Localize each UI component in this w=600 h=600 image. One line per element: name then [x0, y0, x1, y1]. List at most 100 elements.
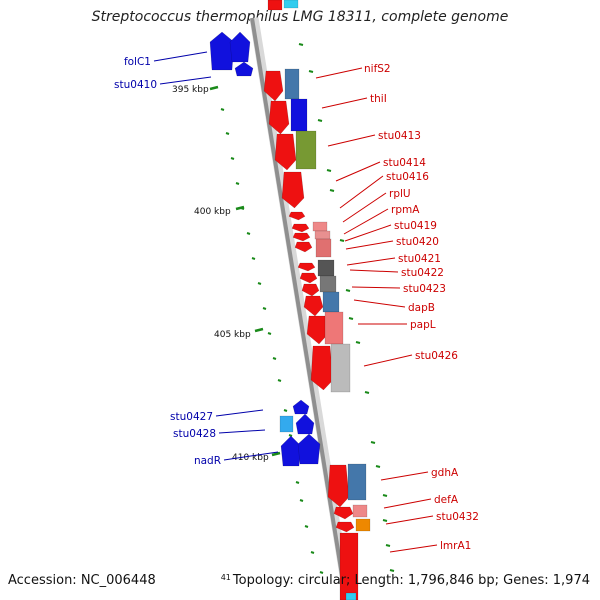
gene-feature[interactable] — [312, 221, 328, 232]
scale-tick-label: 395 kbp — [172, 85, 209, 95]
scale-ticks: 395 kbp 400 kbp 405 kbp 410 kbp — [172, 43, 395, 574]
gene-feature[interactable] — [352, 504, 368, 518]
gene-feature[interactable] — [310, 345, 334, 391]
scale-tick-label: 400 kbp — [194, 207, 231, 217]
gene-label-lmra1[interactable]: lmrA1 — [440, 540, 471, 552]
gene-feature[interactable] — [297, 262, 316, 272]
gene-feature[interactable] — [333, 506, 354, 520]
gene-feature[interactable] — [284, 68, 300, 100]
gene-label-defa[interactable]: defA — [434, 494, 459, 506]
gene-label-stu0423[interactable]: stu0423 — [403, 283, 446, 295]
minor-tick — [246, 232, 251, 235]
minor-tick — [329, 189, 335, 192]
gene-feature[interactable] — [229, 31, 251, 63]
gene-label-dapb[interactable]: dapB — [408, 302, 435, 314]
minor-tick — [348, 317, 354, 320]
gene-label-leader — [353, 299, 406, 308]
gene-label-stu0420[interactable]: stu0420 — [396, 236, 439, 248]
gene-label-gdha[interactable]: gdhA — [431, 467, 459, 479]
gene-label-stu0414[interactable]: stu0414 — [383, 157, 426, 169]
gene-feature[interactable] — [355, 518, 371, 532]
minor-tick — [317, 119, 323, 122]
gene-feature[interactable] — [303, 295, 324, 317]
gene-feature[interactable] — [281, 171, 305, 209]
gene-label-stu0427[interactable]: stu0427 — [170, 411, 213, 423]
gene-feature[interactable] — [274, 133, 297, 171]
gene-label-papl[interactable]: papL — [410, 319, 436, 331]
gene-label-leader — [344, 224, 392, 242]
gene-label-stu0422[interactable]: stu0422 — [401, 267, 444, 279]
gene-labels[interactable]: folC1 stu0410 nifS2 thiI stu0413 stu0414 stu04… — [114, 51, 479, 553]
gene-feature[interactable] — [306, 315, 329, 345]
minor-tick — [225, 132, 230, 135]
gene-features[interactable] — [209, 0, 371, 600]
minor-tick — [251, 257, 256, 260]
gene-feature[interactable] — [314, 230, 331, 240]
gene-label-stu0428[interactable]: stu0428 — [173, 428, 216, 440]
gene-feature[interactable] — [301, 283, 320, 297]
gene-feature[interactable] — [335, 521, 355, 533]
backbone — [249, 17, 353, 600]
gene-feature[interactable] — [297, 433, 321, 465]
gene-label-stu0421[interactable]: stu0421 — [398, 253, 441, 265]
gene-feature[interactable] — [299, 272, 318, 284]
gene-label-stu0416[interactable]: stu0416 — [386, 171, 429, 183]
gene-feature[interactable] — [315, 238, 332, 258]
minor-tick — [230, 157, 235, 160]
gene-feature[interactable] — [291, 223, 310, 233]
gene-label-nadr[interactable]: nadR — [194, 455, 221, 467]
gene-label-stu0419[interactable]: stu0419 — [394, 220, 437, 232]
minor-tick — [319, 571, 324, 574]
gene-feature[interactable] — [317, 259, 335, 277]
gene-label-leader — [321, 97, 368, 109]
gene-feature[interactable] — [267, 0, 283, 11]
gene-feature[interactable] — [347, 463, 367, 501]
gene-feature[interactable] — [345, 592, 357, 600]
gene-label-thii[interactable]: thiI — [370, 93, 387, 105]
gene-feature[interactable] — [263, 70, 284, 102]
gene-feature[interactable] — [280, 435, 302, 467]
minor-tick — [220, 108, 225, 111]
gene-feature[interactable] — [209, 31, 235, 71]
minor-tick — [304, 525, 309, 528]
gene-feature[interactable] — [290, 98, 308, 132]
gene-label-leader — [383, 498, 432, 509]
gene-feature[interactable] — [339, 532, 359, 600]
gene-label-stu0432[interactable]: stu0432 — [436, 511, 479, 523]
gene-feature[interactable] — [294, 241, 313, 253]
gene-feature[interactable] — [327, 464, 350, 508]
topology-text: 41 Topology: circular; Length: 1,796,846 … — [221, 573, 590, 588]
overlap-fragment: 41 — [220, 573, 231, 582]
gene-feature[interactable] — [292, 232, 311, 242]
gene-label-leader — [335, 161, 381, 182]
gene-feature[interactable] — [268, 100, 290, 135]
gene-feature[interactable] — [295, 413, 315, 435]
gene-label-folc1[interactable]: folC1 — [124, 56, 151, 68]
gene-feature[interactable] — [279, 415, 294, 433]
minor-tick — [370, 441, 376, 444]
gene-feature[interactable] — [292, 399, 310, 415]
gene-feature[interactable] — [288, 211, 306, 221]
minor-tick — [235, 182, 240, 185]
gene-feature[interactable] — [283, 0, 299, 9]
gene-label-nifs2[interactable]: nifS2 — [364, 63, 391, 75]
gene-label-stu0413[interactable]: stu0413 — [378, 130, 421, 142]
minor-tick — [295, 481, 300, 484]
gene-feature[interactable] — [319, 275, 337, 293]
gene-label-leader — [342, 192, 387, 223]
gene-feature[interactable] — [322, 291, 340, 313]
gene-label-rpma[interactable]: rpmA — [391, 204, 420, 216]
gene-label-leader — [159, 76, 212, 85]
gene-feature[interactable] — [234, 61, 254, 77]
accession-text: Accession: NC_006448 — [8, 573, 156, 588]
gene-feature[interactable] — [324, 311, 344, 345]
minor-tick — [364, 391, 370, 394]
gene-label-stu0410[interactable]: stu0410 — [114, 79, 157, 91]
gene-label-rplu[interactable]: rplU — [389, 188, 411, 200]
gene-feature[interactable] — [295, 130, 317, 170]
gene-label-stu0426[interactable]: stu0426 — [415, 350, 458, 362]
minor-tick — [382, 494, 388, 497]
gene-feature[interactable] — [330, 343, 351, 393]
scale-tick-label: 410 kbp — [232, 453, 269, 463]
